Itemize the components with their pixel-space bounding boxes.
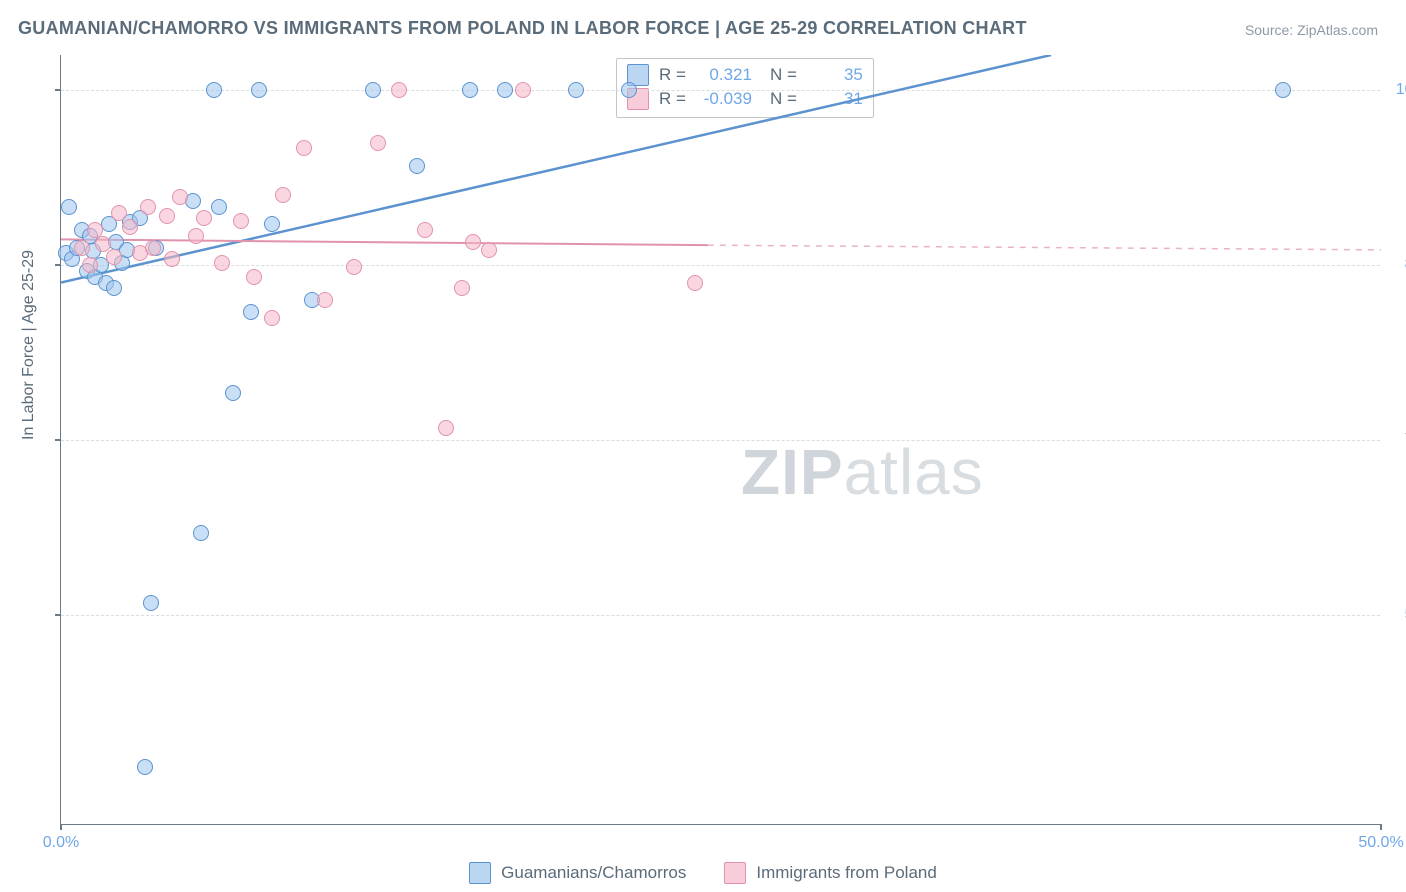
data-point [251, 82, 267, 98]
data-point [1275, 82, 1291, 98]
data-point [275, 187, 291, 203]
legend-R-label: R = [659, 63, 686, 87]
data-point [264, 216, 280, 232]
watermark-bold: ZIP [741, 436, 844, 508]
data-point [172, 189, 188, 205]
data-point [687, 275, 703, 291]
data-point [417, 222, 433, 238]
data-point [465, 234, 481, 250]
legend-label: Guamanians/Chamorros [501, 863, 686, 883]
data-point [196, 210, 212, 226]
data-point [214, 255, 230, 271]
legend-item: Guamanians/Chamorros [469, 862, 686, 884]
data-point [111, 205, 127, 221]
gridline-h [61, 615, 1380, 616]
legend-row: R = 0.321 N = 35 [627, 63, 863, 87]
legend-label: Immigrants from Poland [756, 863, 936, 883]
data-point [438, 420, 454, 436]
data-point [409, 158, 425, 174]
data-point [206, 82, 222, 98]
data-point [481, 242, 497, 258]
legend-N-label: N = [770, 63, 797, 87]
data-point [246, 269, 262, 285]
y-tick-label: 100.0% [1386, 81, 1406, 99]
data-point [233, 213, 249, 229]
y-axis-label: In Labor Force | Age 25-29 [20, 250, 38, 440]
data-point [193, 525, 209, 541]
watermark-rest: atlas [844, 436, 984, 508]
data-point [346, 259, 362, 275]
data-point [515, 82, 531, 98]
legend-swatch [469, 862, 491, 884]
data-point [317, 292, 333, 308]
legend-R-value: 0.321 [696, 63, 752, 87]
data-point [106, 249, 122, 265]
data-point [145, 240, 161, 256]
source-label: Source: ZipAtlas.com [1245, 22, 1378, 38]
x-tick-label: 50.0% [1358, 834, 1403, 852]
gridline-h [61, 440, 1380, 441]
data-point [106, 280, 122, 296]
data-point [243, 304, 259, 320]
data-point [391, 82, 407, 98]
legend-swatch [724, 862, 746, 884]
data-point [264, 310, 280, 326]
series-legend: Guamanians/Chamorros Immigrants from Pola… [0, 862, 1406, 884]
data-point [568, 82, 584, 98]
y-tick-label: 70.0% [1386, 431, 1406, 449]
data-point [61, 199, 77, 215]
correlation-legend: R =0.321N =35R =-0.039N =31 [616, 58, 874, 118]
data-point [188, 228, 204, 244]
data-point [159, 208, 175, 224]
data-point [621, 82, 637, 98]
y-tick-label: 85.0% [1386, 256, 1406, 274]
data-point [74, 240, 90, 256]
x-tick-label: 0.0% [43, 834, 79, 852]
legend-N-value: 35 [807, 63, 863, 87]
data-point [82, 257, 98, 273]
data-point [497, 82, 513, 98]
y-tick-label: 55.0% [1386, 606, 1406, 624]
data-point [454, 280, 470, 296]
data-point [462, 82, 478, 98]
gridline-h [61, 265, 1380, 266]
data-point [370, 135, 386, 151]
scatter-plot: ZIPatlas R =0.321N =35R =-0.039N =31 55.… [60, 55, 1380, 825]
chart-title: GUAMANIAN/CHAMORRO VS IMMIGRANTS FROM PO… [18, 18, 1027, 39]
data-point [211, 199, 227, 215]
data-point [225, 385, 241, 401]
data-point [143, 595, 159, 611]
data-point [365, 82, 381, 98]
legend-item: Immigrants from Poland [724, 862, 936, 884]
watermark: ZIPatlas [741, 435, 984, 509]
data-point [296, 140, 312, 156]
data-point [164, 251, 180, 267]
data-point [122, 219, 138, 235]
data-point [140, 199, 156, 215]
data-point [137, 759, 153, 775]
